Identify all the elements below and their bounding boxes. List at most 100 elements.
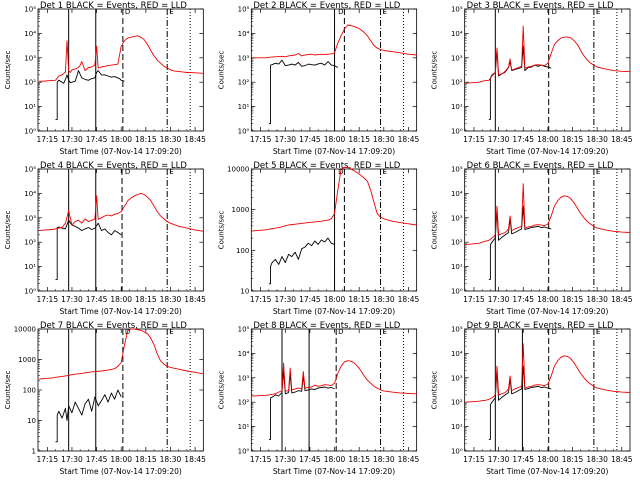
y-tick-label: 10⁵ <box>24 6 36 14</box>
x-tick-label: 18:15 <box>348 295 370 304</box>
x-tick-label: 17:45 <box>299 455 321 464</box>
panel-title: Det 3 BLACK = Events, RED = LLD <box>467 1 614 11</box>
x-tick-label: 17:15 <box>463 455 485 464</box>
y-tick-label: 10⁰ <box>451 128 463 136</box>
y-tick-label: 10³ <box>238 374 250 382</box>
x-tick-label: 18:15 <box>135 135 157 144</box>
marker-label: D <box>125 8 130 16</box>
panel-title: Det 4 BLACK = Events, RED = LLD <box>40 161 187 171</box>
x-axis-label: Start Time (07-Nov-14 17:09:20) <box>486 147 608 156</box>
y-tick-label: 10³ <box>451 374 463 382</box>
panel-det-4: Det 4 BLACK = Events, RED = LLD Counts/se… <box>4 161 206 316</box>
x-axis-label: Start Time (07-Nov-14 17:09:20) <box>273 467 395 476</box>
y-tick-label: 10⁴ <box>238 350 250 358</box>
x-tick-label: 18:15 <box>562 295 584 304</box>
series-events <box>488 45 552 120</box>
y-tick-label: 10¹ <box>451 103 463 111</box>
y-tick-label: 10⁰ <box>238 128 250 136</box>
marker-label: D <box>552 8 557 16</box>
x-axis-label: Start Time (07-Nov-14 17:09:20) <box>486 307 608 316</box>
x-tick-label: 18:30 <box>160 295 182 304</box>
y-tick-label: 10⁰ <box>238 448 250 456</box>
series-events <box>55 219 122 280</box>
x-tick-label: 18:15 <box>562 135 584 144</box>
x-tick-label: 17:30 <box>274 295 296 304</box>
panel-title: Det 8 BLACK = Events, RED = LLD <box>253 321 400 331</box>
x-tick-label: 17:45 <box>512 135 534 144</box>
x-axis-label: Start Time (07-Nov-14 17:09:20) <box>273 147 395 156</box>
series-lld <box>252 166 417 232</box>
x-tick-label: 18:15 <box>348 135 370 144</box>
y-tick-label: 10⁵ <box>451 326 463 334</box>
x-tick-label: 17:15 <box>463 295 485 304</box>
y-tick-label: 10⁵ <box>238 326 250 334</box>
x-tick-label: 17:15 <box>250 135 272 144</box>
y-tick-label: 10 <box>240 288 249 296</box>
series-events <box>55 70 125 120</box>
panel-title: Det 7 BLACK = Events, RED = LLD <box>40 321 187 331</box>
marker-label: E <box>383 168 387 176</box>
y-tick-label: 10¹ <box>451 263 463 271</box>
x-tick-label: 18:30 <box>373 135 395 144</box>
y-tick-label: 10⁵ <box>238 6 250 14</box>
x-tick-label: 17:30 <box>61 295 83 304</box>
panel-title: Det 1 BLACK = Events, RED = LLD <box>40 1 187 11</box>
y-tick-label: 10 <box>27 417 36 425</box>
x-tick-label: 17:45 <box>86 455 108 464</box>
panel-title: Det 9 BLACK = Events, RED = LLD <box>467 321 614 331</box>
y-axis-label: Counts/sec <box>217 211 225 250</box>
series-lld <box>39 328 204 380</box>
y-tick-label: 10² <box>451 399 463 407</box>
panel-det-3: Det 3 BLACK = Events, RED = LLD Counts/se… <box>431 1 633 156</box>
y-tick-label: 10² <box>238 399 250 407</box>
x-tick-label: 18:30 <box>160 455 182 464</box>
marker-label: E <box>169 8 173 16</box>
x-axis-label: Start Time (07-Nov-14 17:09:20) <box>273 307 395 316</box>
x-tick-label: 18:45 <box>611 135 633 144</box>
series-lld <box>465 25 631 84</box>
y-tick-label: 10¹ <box>238 423 250 431</box>
plot-frame <box>464 328 631 452</box>
y-tick-label: 10⁰ <box>451 288 463 296</box>
x-tick-label: 17:15 <box>36 135 58 144</box>
y-tick-label: 10⁴ <box>451 30 463 38</box>
series-events <box>268 59 339 125</box>
y-tick-label: 1 <box>32 448 36 456</box>
y-tick-label: 10¹ <box>24 263 36 271</box>
y-tick-label: 10² <box>238 79 250 87</box>
y-axis-label: Counts/sec <box>431 371 439 410</box>
x-tick-label: 17:30 <box>274 455 296 464</box>
x-tick-label: 18:00 <box>110 455 132 464</box>
marker-label: E <box>169 168 173 176</box>
plot-frame <box>250 8 418 132</box>
y-tick-label: 10² <box>451 79 463 87</box>
y-tick-label: 10⁵ <box>24 166 36 174</box>
panel-title: Det 2 BLACK = Events, RED = LLD <box>253 1 400 11</box>
marker-label: D <box>125 168 130 176</box>
plot-frame <box>37 168 204 292</box>
series-lld <box>465 183 631 246</box>
x-tick-label: 18:15 <box>562 455 584 464</box>
x-tick-label: 17:45 <box>299 295 321 304</box>
y-axis-label: Counts/sec <box>4 51 12 90</box>
y-tick-label: 1000 <box>232 206 250 214</box>
marker-label: D <box>125 328 130 336</box>
marker-label: E <box>383 8 387 16</box>
series-lld <box>465 343 631 403</box>
x-tick-label: 18:45 <box>611 295 633 304</box>
plot-frame <box>250 168 418 292</box>
x-axis-label: Start Time (07-Nov-14 17:09:20) <box>486 467 608 476</box>
y-tick-label: 10⁰ <box>24 128 36 136</box>
y-tick-label: 10000 <box>227 166 249 174</box>
y-tick-label: 10⁴ <box>24 30 36 38</box>
x-tick-label: 17:15 <box>463 135 485 144</box>
marker-label: D <box>338 8 343 16</box>
y-tick-label: 10² <box>451 239 463 247</box>
x-tick-label: 18:45 <box>184 295 206 304</box>
x-tick-label: 18:30 <box>586 135 608 144</box>
x-axis-label: Start Time (07-Nov-14 17:09:20) <box>60 147 182 156</box>
x-tick-label: 17:30 <box>488 455 510 464</box>
panel-det-2: Det 2 BLACK = Events, RED = LLD Counts/se… <box>217 1 419 156</box>
series-events <box>268 370 335 440</box>
